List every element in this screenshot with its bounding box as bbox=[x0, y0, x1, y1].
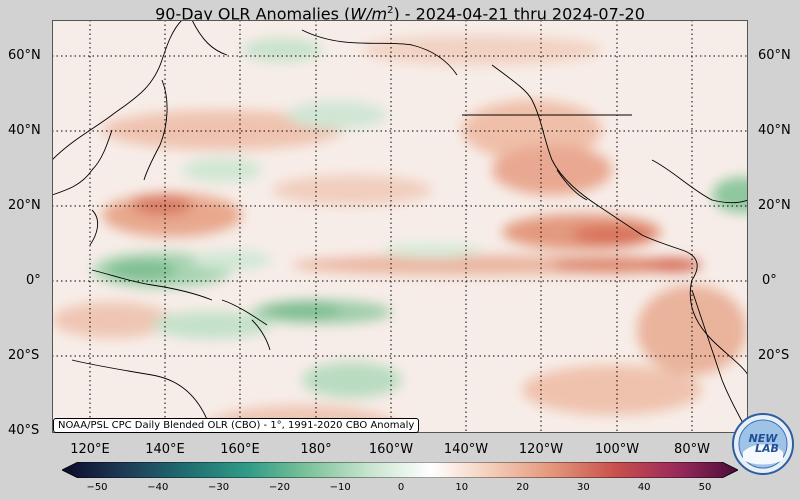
title-prefix: 90-Day OLR Anomalies ( bbox=[155, 4, 351, 24]
title-suffix: ) - 2024-04-21 thru 2024-07-20 bbox=[393, 4, 645, 24]
logo-text-bottom: LAB bbox=[755, 442, 779, 455]
logo-text-top: NEW bbox=[749, 432, 779, 445]
lon-label: 160°W bbox=[368, 442, 414, 457]
colorbar-tick-label: 10 bbox=[455, 482, 469, 493]
lon-label: 180° bbox=[300, 442, 332, 457]
colorbar-tick-label: −20 bbox=[268, 482, 290, 493]
data-source-credit: NOAA/PSL CPC Daily Blended OLR (CBO) - 1… bbox=[53, 418, 420, 433]
graticule bbox=[52, 20, 748, 433]
title-unit-exponent: 2 bbox=[387, 5, 394, 16]
colorbar-tick-label: 30 bbox=[577, 482, 590, 493]
lon-label: 140°W bbox=[443, 442, 489, 457]
lon-label: 80°W bbox=[674, 442, 710, 457]
olr-anomaly-map bbox=[52, 20, 748, 433]
lon-label: 120°W bbox=[518, 442, 564, 457]
colorbar-tick-label: −50 bbox=[86, 482, 108, 493]
lat-label-right: 20°S bbox=[758, 348, 790, 363]
lat-label-left: 20°S bbox=[8, 348, 40, 363]
colorbar-tick-label: −10 bbox=[329, 482, 351, 493]
colorbar-tick-label: −30 bbox=[208, 482, 230, 493]
lat-label-left: 20°N bbox=[8, 198, 41, 213]
lat-label-left: 0° bbox=[26, 273, 41, 288]
colorbar-tick-label: 0 bbox=[397, 482, 405, 493]
colorbar bbox=[62, 462, 738, 478]
lat-label-right: 0° bbox=[762, 273, 777, 288]
colorbar-tick-label: 20 bbox=[516, 482, 529, 493]
lat-label-left: 40°N bbox=[8, 123, 41, 138]
lon-label: 100°W bbox=[594, 442, 640, 457]
noaa-psl-logo-icon: NEW LAB bbox=[732, 413, 794, 475]
colorbar-scale bbox=[62, 462, 738, 478]
colorbar-tick-label: 40 bbox=[637, 482, 651, 493]
lat-label-right: 20°N bbox=[758, 198, 791, 213]
lon-label: 160°E bbox=[220, 442, 260, 457]
colorbar-tick-label: −40 bbox=[147, 482, 169, 493]
lat-label-right: 40°N bbox=[758, 123, 791, 138]
lat-label-left: 40°S bbox=[8, 423, 40, 438]
lon-label: 120°E bbox=[70, 442, 110, 457]
lat-label-left: 60°N bbox=[8, 48, 41, 63]
lon-label: 140°E bbox=[145, 442, 185, 457]
title-unit: W/m bbox=[350, 4, 388, 24]
lat-label-right: 60°N bbox=[758, 48, 791, 63]
coastlines bbox=[52, 20, 748, 433]
colorbar-tick-label: 50 bbox=[698, 482, 712, 493]
map-title: 90-Day OLR Anomalies (W/m2) - 2024-04-21… bbox=[0, 0, 800, 24]
